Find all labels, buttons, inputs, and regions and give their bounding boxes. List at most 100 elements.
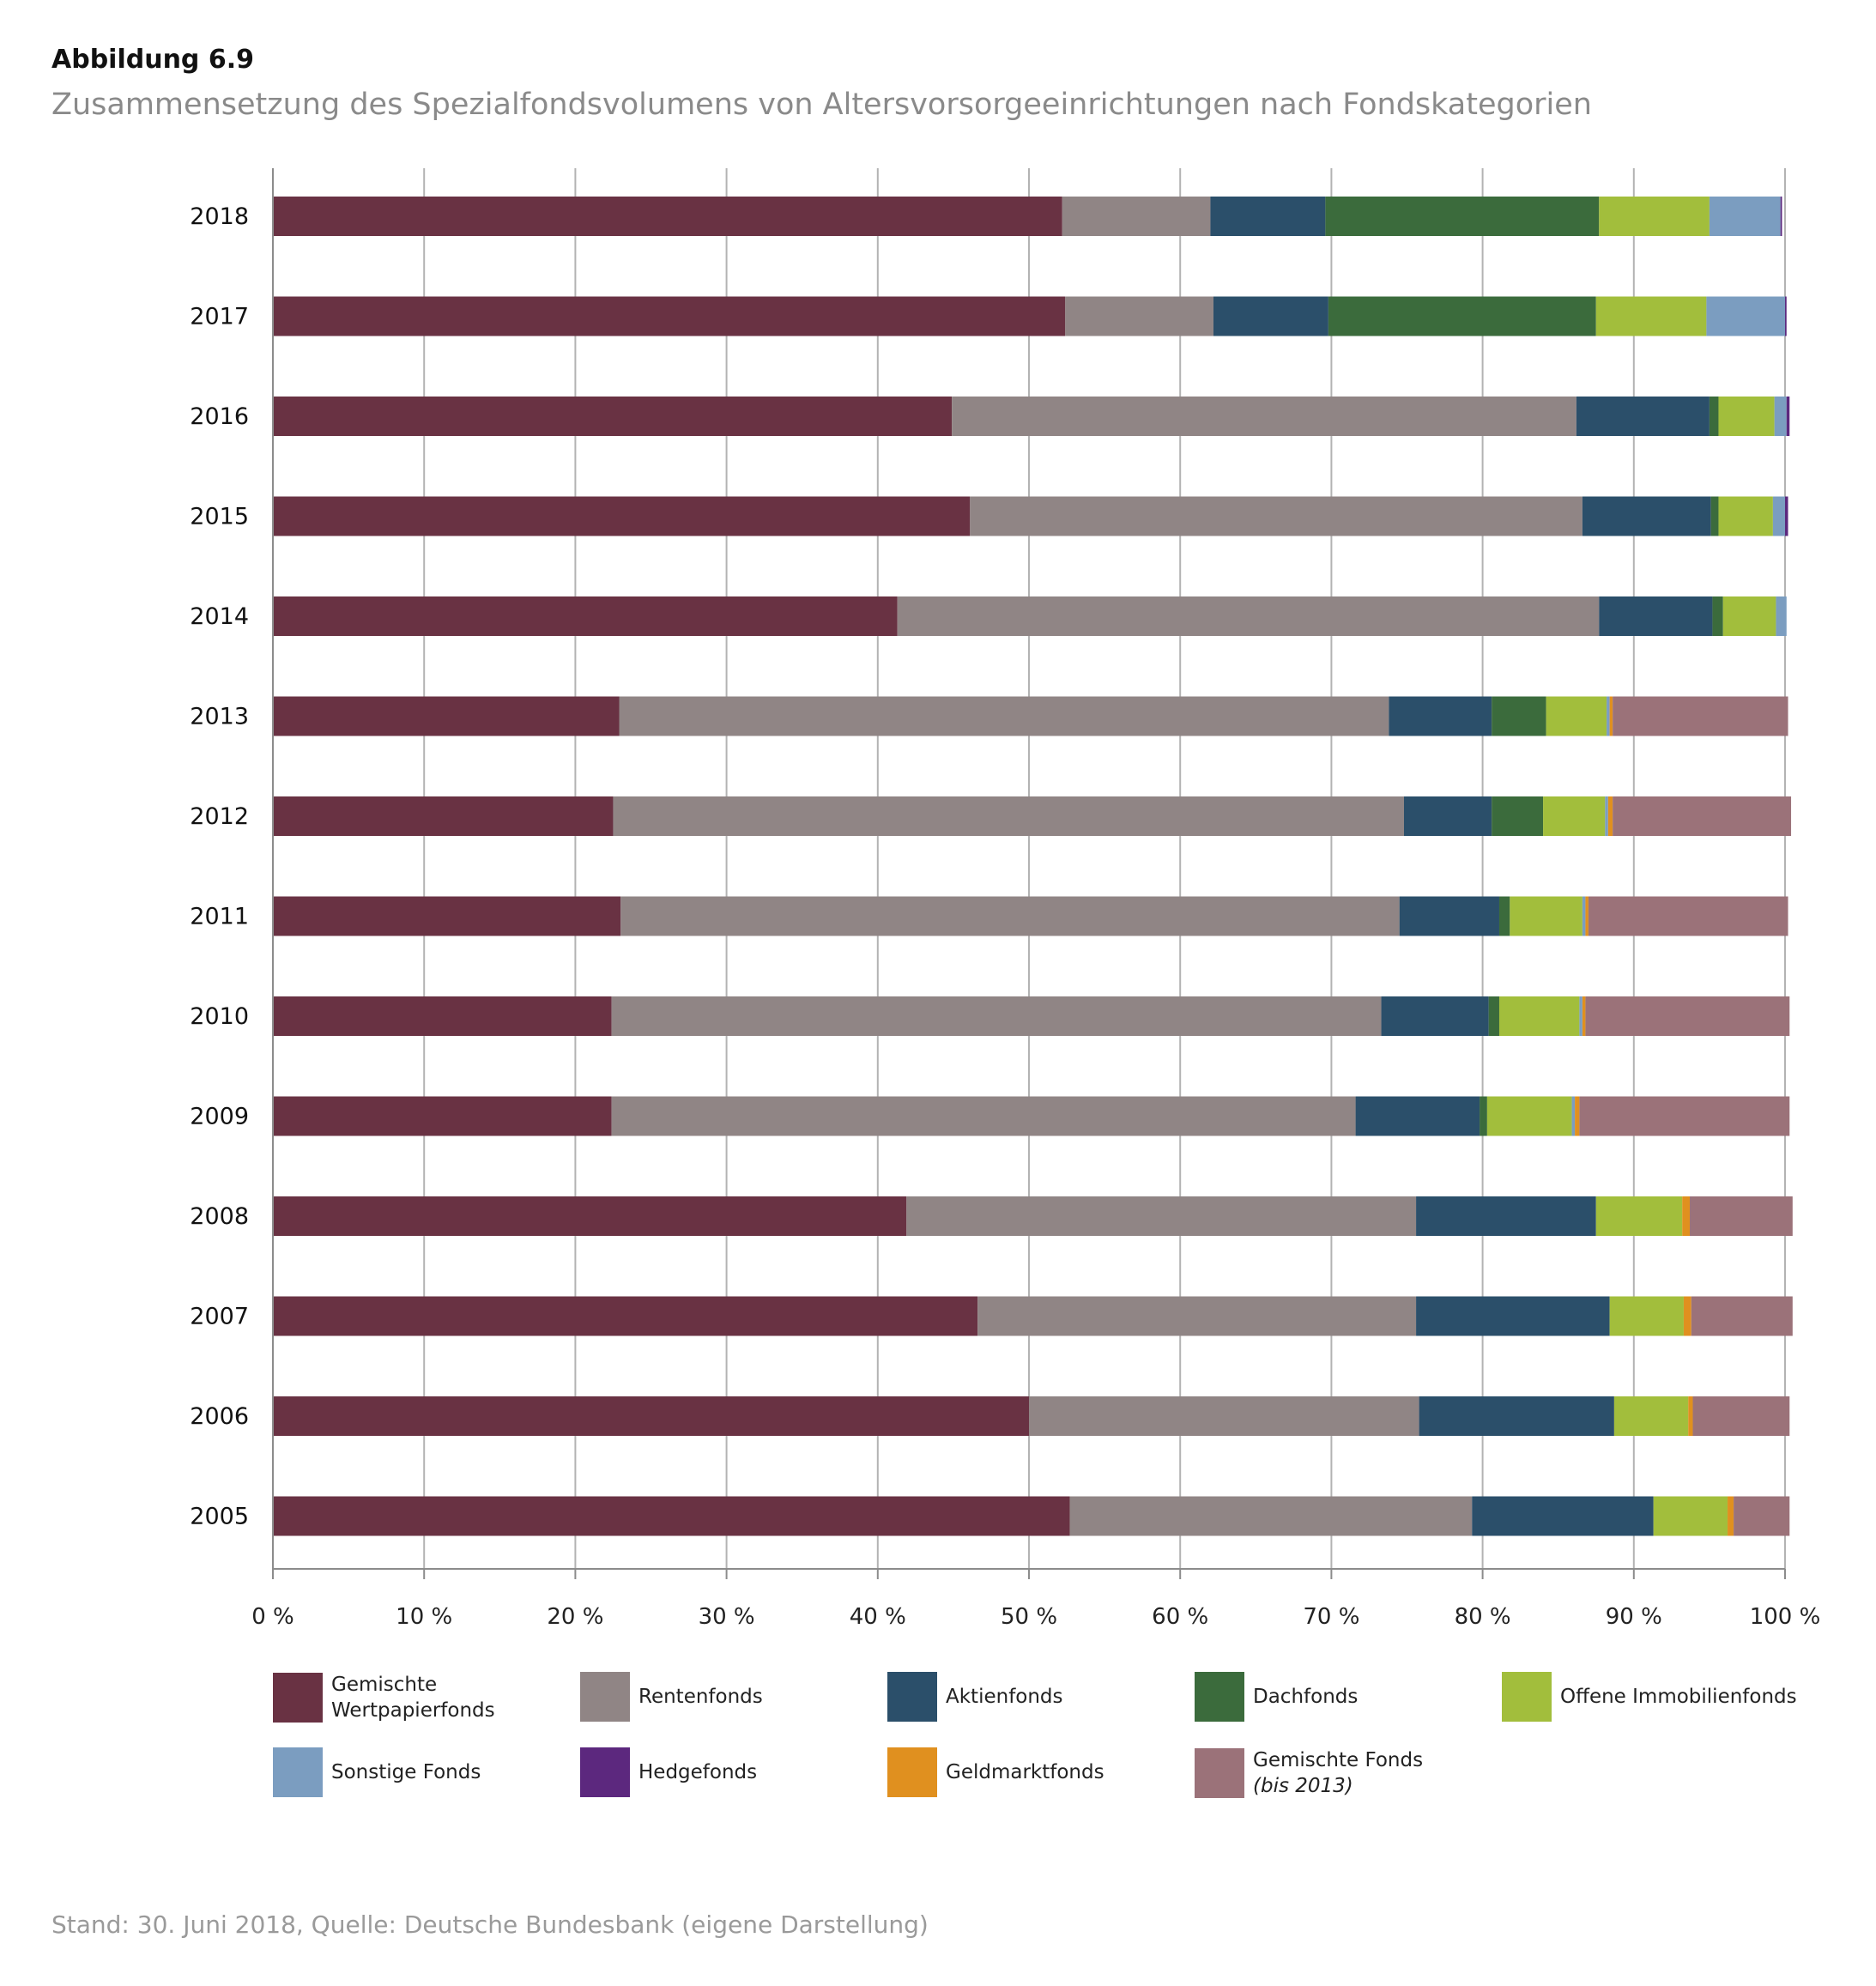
bar-segment (1712, 596, 1723, 636)
bar-segment (1389, 696, 1492, 736)
bar-segment (1210, 197, 1326, 236)
bar-segment (273, 496, 971, 536)
x-tick-label: 100 % (1750, 1604, 1821, 1630)
bar-segment (1709, 397, 1719, 436)
y-tick-label: 2012 (190, 803, 249, 830)
bar-segment (1486, 1096, 1572, 1136)
bar-segment (1613, 696, 1788, 736)
bar-segment (1585, 896, 1589, 936)
bar-segment (1381, 996, 1489, 1036)
y-tick-label: 2016 (190, 403, 249, 430)
bar-segment (1709, 197, 1781, 236)
legend-swatch (273, 1747, 323, 1797)
bar-segment (1488, 996, 1499, 1036)
y-tick-label: 2008 (190, 1203, 249, 1230)
bar-segment (1599, 596, 1713, 636)
bar-segment (1062, 197, 1211, 236)
bar-segment (1599, 197, 1710, 236)
legend-label: Dachfonds (1253, 1684, 1358, 1710)
legend-item: Gemischte Fonds (bis 2013) (1195, 1747, 1423, 1799)
bar-segment (1689, 1196, 1793, 1236)
bar-segment (1582, 896, 1586, 936)
bar-segment (1780, 197, 1782, 236)
legend-swatch (1502, 1672, 1552, 1722)
legend-label-line: Hedgefonds (638, 1761, 758, 1783)
legend-label: Rentenfonds (638, 1684, 763, 1710)
bar-segment (1682, 1196, 1690, 1236)
bar-segment (273, 1296, 978, 1336)
legend-item: Gemischte Wertpapierfonds (273, 1672, 495, 1723)
bar-segment (1029, 1396, 1419, 1436)
y-tick-label: 2006 (190, 1403, 249, 1430)
bar-segment (611, 1096, 1356, 1136)
x-tick-label: 40 % (850, 1604, 906, 1630)
bar-segment (620, 896, 1400, 936)
source-note: Stand: 30. Juni 2018, Quelle: Deutsche B… (51, 1910, 929, 1939)
x-tick-label: 50 % (1001, 1604, 1057, 1630)
bar-segment (1653, 1496, 1728, 1536)
bar-segment (1416, 1196, 1596, 1236)
bar-segment (611, 996, 1382, 1036)
bar-segment (273, 696, 620, 736)
legend-item: Offene Immobilienfonds (1502, 1672, 1797, 1722)
chart-title: Zusammensetzung des Spezialfondsvolumens… (51, 88, 1592, 122)
y-tick-label: 2015 (190, 504, 249, 530)
legend-label-line: Wertpapierfonds (331, 1699, 495, 1722)
legend-label: Aktienfonds (946, 1684, 1063, 1710)
x-tick-label: 70 % (1303, 1604, 1359, 1630)
bar-segment (273, 1196, 907, 1236)
bar-segment (1609, 696, 1613, 736)
bar-segment (1613, 796, 1792, 836)
bar-segment (273, 296, 1066, 336)
bar-segment (1403, 796, 1492, 836)
bar-segment (906, 1196, 1417, 1236)
bar-segment (1510, 896, 1582, 936)
y-tick-label: 2009 (190, 1104, 249, 1130)
legend-swatch (273, 1673, 323, 1723)
bar-segment (1069, 1496, 1473, 1536)
bar-segment (1498, 996, 1580, 1036)
y-tick-label: 2018 (190, 203, 249, 230)
gridlines (423, 168, 1786, 1569)
bar-segment (1399, 896, 1499, 936)
bar-segment (273, 996, 612, 1036)
legend-swatch (580, 1672, 630, 1722)
bar-segment (1498, 896, 1510, 936)
legend-swatch (887, 1672, 937, 1722)
bar-segment (1579, 1096, 1790, 1136)
y-tick-label: 2007 (190, 1304, 249, 1330)
bar-segment (619, 696, 1389, 736)
bar-segment (1472, 1496, 1654, 1536)
bar-segment (1579, 996, 1582, 1036)
figure-label: Abbildung 6.9 (51, 45, 254, 75)
bar-segment (1419, 1396, 1614, 1436)
y-tick-label: 2017 (190, 304, 249, 330)
bar-segment (1576, 397, 1710, 436)
bar-segment (1692, 1396, 1790, 1436)
legend-swatch (580, 1747, 630, 1797)
legend-label: Gemischte Fonds (bis 2013) (1253, 1747, 1423, 1799)
legend-label-line: Sonstige Fonds (331, 1761, 481, 1783)
bar-segment (1613, 1396, 1689, 1436)
x-tick-label: 60 % (1152, 1604, 1208, 1630)
bar-segment (1691, 1296, 1793, 1336)
bar-segment (1588, 896, 1788, 936)
y-tick-label: 2005 (190, 1504, 249, 1530)
bar-segment (897, 596, 1600, 636)
legend-item: Hedgefonds (580, 1747, 757, 1797)
bar-segment (1710, 496, 1719, 536)
legend-item: Geldmarktfonds (887, 1747, 1104, 1797)
bar-segment (1718, 397, 1775, 436)
bar-segment (1785, 496, 1788, 536)
bar-segment (1492, 696, 1546, 736)
bar-segment (1213, 296, 1328, 336)
bar-segment (1571, 1096, 1576, 1136)
bar-segment (1718, 496, 1773, 536)
bar-segment (952, 397, 1576, 436)
bar-segment (1774, 397, 1787, 436)
legend-swatch (1195, 1672, 1244, 1722)
legend-item: Aktienfonds (887, 1672, 1063, 1722)
bar-segment (1734, 1496, 1790, 1536)
bar-segment (1355, 1096, 1480, 1136)
